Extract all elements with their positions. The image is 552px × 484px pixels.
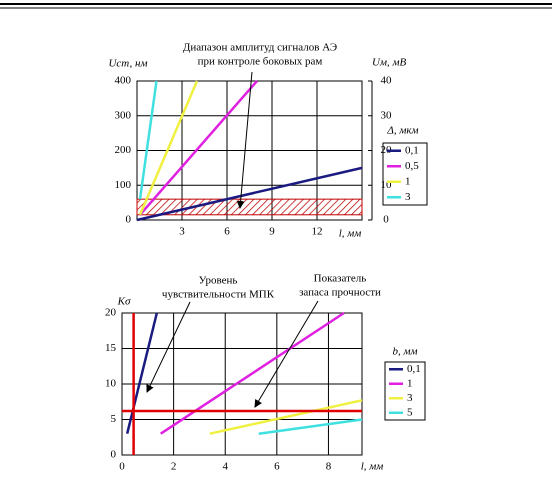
annotation-arrow [146,301,191,393]
annotation: Диапазон амплитуд сигналов АЭ [183,42,337,54]
legend-label: 3 [407,392,413,404]
x-tick-label: 3 [179,226,185,238]
x-tick-label: 8 [326,461,332,473]
annotation: Уровень [199,275,238,287]
x-tick-label: 4 [222,461,228,473]
legend-label: 1 [405,175,411,187]
y-tick-label: 20 [105,307,117,319]
x-tick-label: 9 [269,226,275,238]
annotation: при контроле боковых рам [198,56,323,68]
y-tick-label: 5 [111,413,117,425]
y-axis-label: Kσ [117,296,131,308]
series-line [136,166,363,222]
y2-tick-label: 10 [381,179,393,191]
y-tick-label: 300 [115,109,132,121]
legend-label: 5 [407,406,413,418]
legend-title: Δ, мкм [386,125,418,137]
y-tick-label: 200 [115,144,132,156]
y-tick-label: 15 [105,342,117,354]
legend-box [382,142,428,206]
y-tick-label: 0 [126,214,132,226]
series-line [209,399,363,435]
series-line [258,418,363,435]
x-axis-label: l, мм [339,228,362,240]
series-line [139,80,258,216]
x-axis-label: l, мм [361,461,384,473]
y-axis-label: Uст, нм [108,58,147,70]
series-line [125,312,159,434]
legend-label: 3 [405,191,411,203]
x-tick-label: 2 [171,461,177,473]
x-tick-label: 6 [274,461,280,473]
y2-tick-label: 0 [383,214,389,226]
x-tick-label: 0 [119,461,125,473]
y-tick-label: 100 [115,179,132,191]
shaded-band [136,198,363,216]
series-line [138,80,158,200]
legend-label: 0,1 [405,144,419,156]
annotation: чувствительности МПК [162,289,275,301]
x-tick-label: 12 [312,226,323,238]
legend-label: 1 [407,377,413,389]
y-tick-label: 10 [105,378,117,390]
annotation-arrow [254,300,319,408]
legend-label: 0,5 [405,160,419,172]
y-tick-label: 400 [115,75,132,87]
annotation: Показатель [314,273,367,285]
y2-tick-label: 30 [381,109,393,121]
legend-box [384,361,426,421]
x-tick-label: 6 [224,226,230,238]
series-line [160,311,345,435]
y-tick-label: 0 [111,449,117,461]
legend-label: 0,1 [407,363,421,375]
y2-axis-label: Uм, мВ [372,57,406,69]
y2-tick-label: 20 [381,144,393,156]
y2-tick-label: 40 [381,75,393,87]
legend-title: b, мм [392,346,417,358]
annotation-arrow [236,71,253,209]
series-line [138,80,199,216]
annotation: запаса прочности [299,287,381,299]
